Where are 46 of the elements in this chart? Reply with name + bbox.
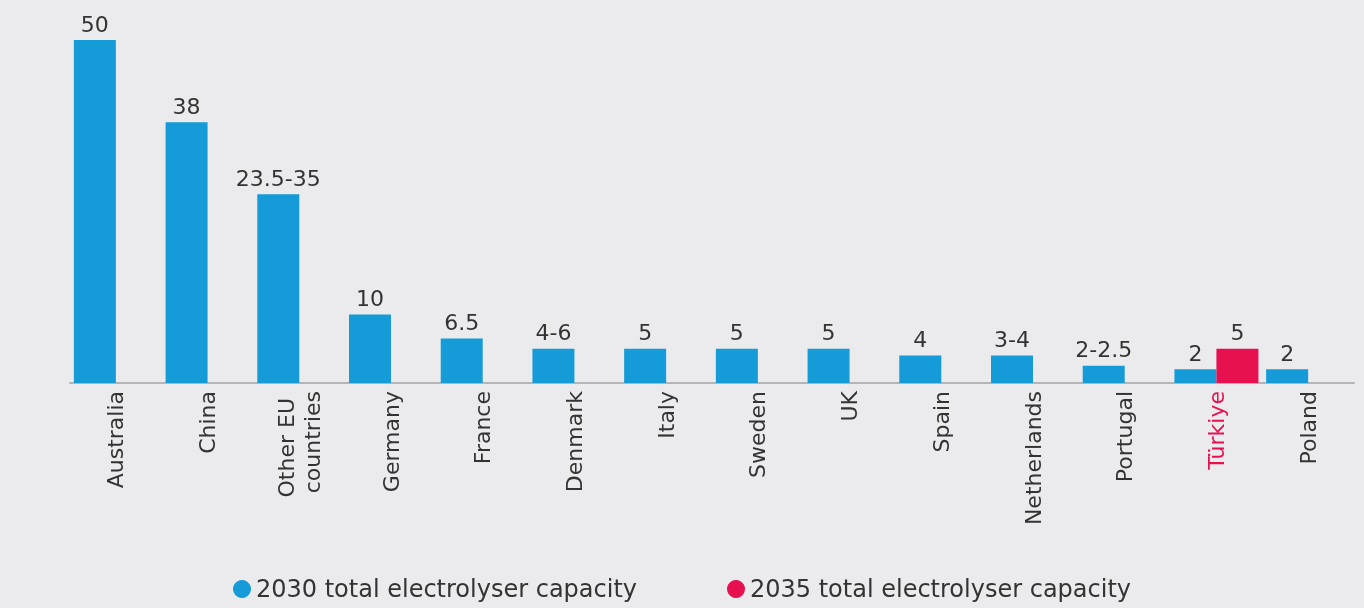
bar	[73, 40, 116, 383]
bar	[440, 338, 483, 383]
data-label: 38	[172, 93, 201, 119]
bar	[807, 348, 850, 383]
data-label: 5	[821, 320, 836, 346]
x-tick-label: Denmark	[561, 390, 587, 493]
data-label: 3-4	[994, 327, 1030, 353]
bar	[1266, 369, 1309, 383]
legend-label: 2030 total electrolyser capacity	[256, 575, 637, 603]
bar	[624, 348, 667, 383]
data-label: 5	[638, 320, 653, 346]
bar	[1174, 369, 1217, 383]
data-label: 5	[1230, 320, 1245, 346]
x-tick-label: France	[470, 391, 496, 465]
bar	[715, 348, 758, 383]
data-label: 2-2.5	[1075, 337, 1133, 363]
x-tick-label: Other EU countries	[273, 391, 325, 498]
bar	[991, 355, 1033, 383]
x-tick-label: China	[195, 391, 221, 454]
bar	[165, 122, 208, 383]
x-tick-label: Türkiye	[1203, 391, 1229, 471]
bar	[899, 355, 942, 383]
bar	[532, 348, 575, 383]
data-label: 10	[356, 285, 384, 311]
x-tick-label: UK	[837, 390, 863, 422]
legend-label: 2035 total electrolyser capacity	[750, 575, 1131, 603]
data-label: 4	[913, 327, 928, 353]
data-label: 5	[729, 320, 744, 346]
data-label: 23.5-35	[235, 165, 321, 191]
bar	[257, 194, 300, 383]
bar	[1216, 348, 1259, 383]
x-tick-label: Poland	[1295, 391, 1321, 465]
data-label: 4-6	[535, 320, 572, 346]
x-tick-label: Portugal	[1112, 391, 1138, 483]
x-tick-label: Sweden	[745, 391, 771, 478]
x-tick-label: Netherlands	[1020, 391, 1046, 526]
data-label: 2	[1280, 340, 1295, 366]
x-tick-label: Germany	[378, 391, 404, 493]
data-label: 2	[1188, 340, 1203, 366]
x-tick-label: Spain	[928, 391, 954, 453]
x-tick-label: Australia	[103, 391, 129, 489]
bar	[349, 314, 391, 383]
x-tick-label: Italy	[653, 391, 679, 439]
data-label: 6.5	[444, 309, 480, 335]
bar	[1082, 365, 1125, 383]
data-label: 50	[80, 11, 109, 37]
